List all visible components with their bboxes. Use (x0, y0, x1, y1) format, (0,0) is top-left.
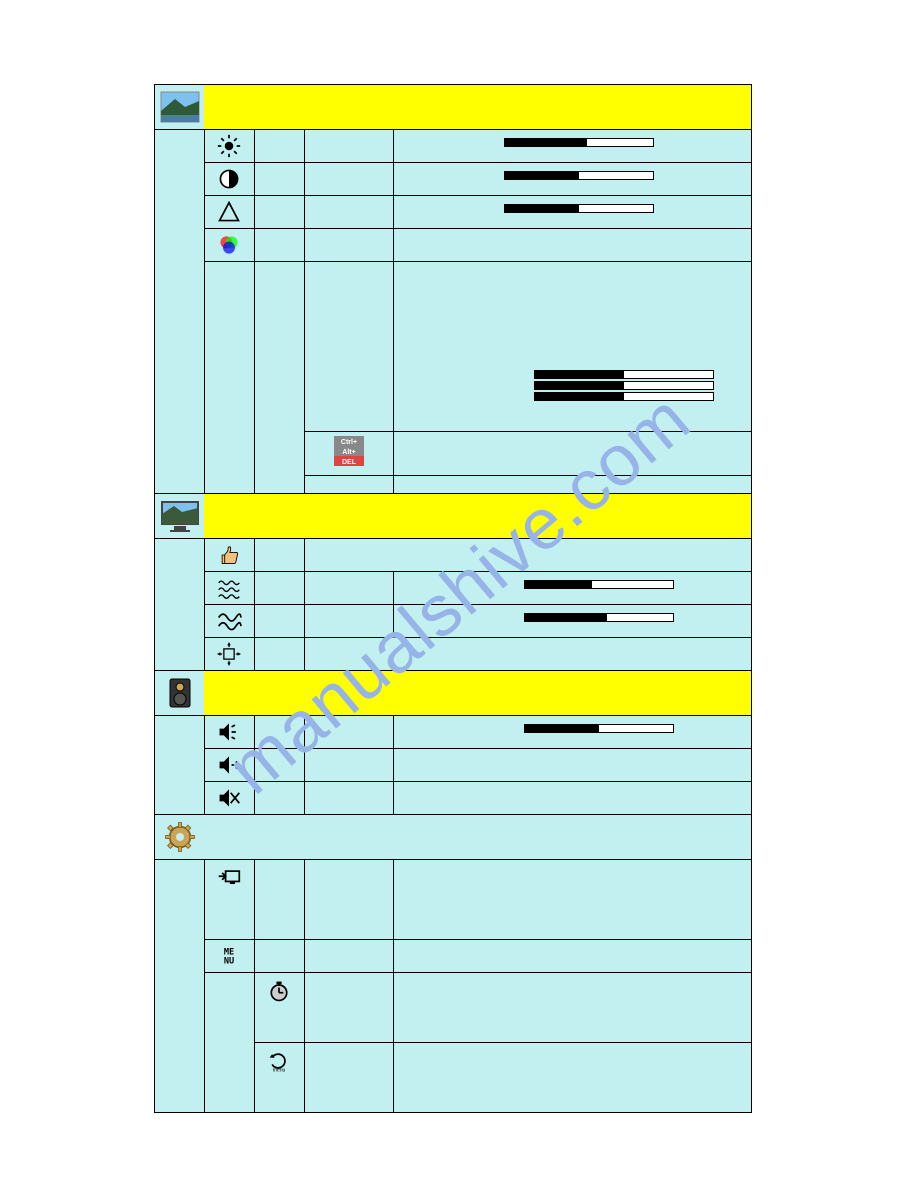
section-setup-header (155, 815, 752, 860)
svg-text:menu: menu (273, 1067, 286, 1073)
row-input (155, 860, 752, 940)
row-menu: MENU (155, 940, 752, 973)
row-volume (155, 716, 752, 749)
svg-text:Ctrl+: Ctrl+ (341, 439, 357, 446)
color-icon (207, 233, 252, 257)
svg-text:NU: NU (224, 957, 234, 967)
row-brightness (155, 130, 752, 163)
osd-table: Ctrl+Alt+DEL MENU (154, 84, 752, 1113)
contrast-icon (207, 167, 252, 191)
blue-bar (534, 392, 714, 401)
row-audio-out (155, 749, 752, 782)
row-contrast (155, 163, 752, 196)
input-icon (207, 866, 252, 890)
gear-icon (157, 821, 202, 853)
speaker-icon (157, 677, 202, 709)
ctrl-alt-del-icon: Ctrl+Alt+DEL (334, 453, 364, 470)
red-bar (534, 370, 714, 379)
timer-icon (257, 979, 302, 1003)
brightness-bar (504, 138, 654, 147)
row-mute (155, 782, 752, 815)
row-sharpness (155, 196, 752, 229)
row-rgb (155, 262, 752, 432)
clock-bar (524, 580, 674, 589)
menu-icon: MENU (207, 944, 252, 968)
row-auto (155, 539, 752, 572)
row-position (155, 638, 752, 671)
row-color (155, 229, 752, 262)
volume-bar (524, 724, 674, 733)
audio-out-icon (207, 753, 252, 777)
monitor-icon (157, 500, 202, 532)
section-audio-header (155, 671, 752, 716)
sharpness-bar (504, 204, 654, 213)
contrast-bar (504, 171, 654, 180)
svg-text:ME: ME (224, 947, 234, 957)
landscape-photo-icon (157, 91, 202, 123)
row-clock (155, 572, 752, 605)
rotate-menu-icon: menu (257, 1049, 302, 1073)
mute-icon (207, 786, 252, 810)
svg-text:DEL: DEL (342, 459, 357, 466)
row-phase (155, 605, 752, 638)
position-icon (207, 642, 252, 666)
phase-icon (207, 609, 252, 633)
row-timer (155, 973, 752, 1043)
svg-text:Alt+: Alt+ (342, 449, 355, 456)
volume-icon (207, 720, 252, 744)
section-picture-header (155, 85, 752, 130)
thumbs-up-icon (207, 543, 252, 567)
sharpness-icon (207, 200, 252, 224)
clock-fine-icon (207, 576, 252, 600)
green-bar (534, 381, 714, 390)
phase-bar (524, 613, 674, 622)
brightness-icon (207, 134, 252, 158)
section-display-header (155, 494, 752, 539)
